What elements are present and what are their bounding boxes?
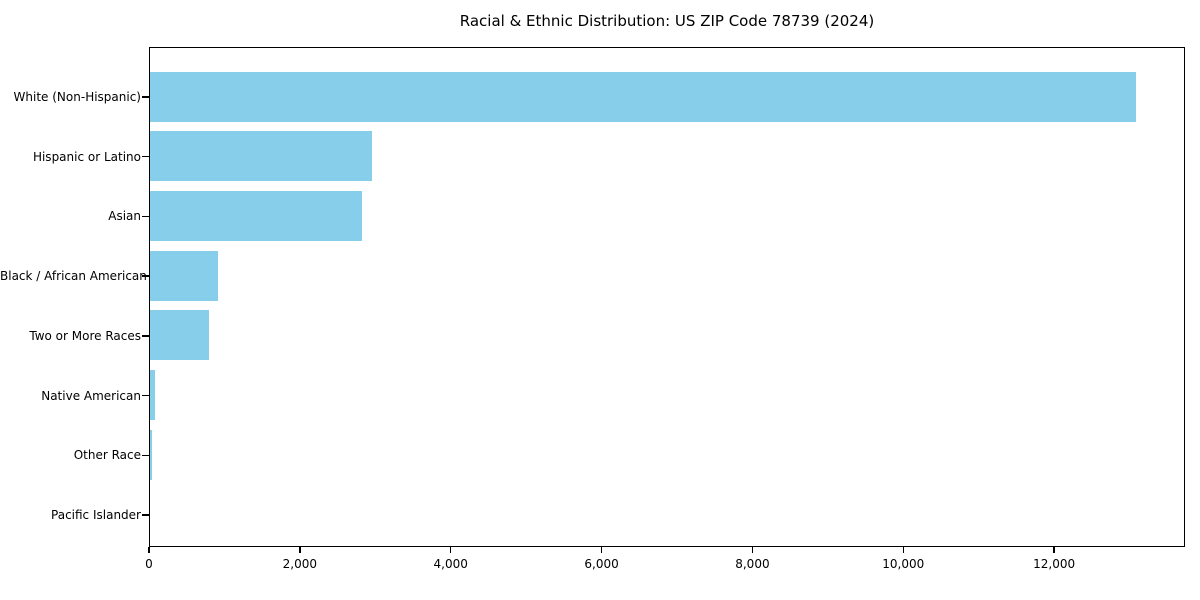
x-tick-label-8-000: 8,000 xyxy=(735,557,770,571)
bar-native-american xyxy=(150,370,155,421)
x-tick-mark xyxy=(449,547,452,553)
bar-two-or-more-races xyxy=(150,310,209,361)
y-tick-mark xyxy=(142,335,149,337)
y-tick-label-native-american: Native American xyxy=(41,388,141,403)
x-tick-label-6-000: 6,000 xyxy=(584,557,619,571)
y-tick-mark xyxy=(142,215,149,218)
x-tick-mark xyxy=(600,547,603,553)
y-tick-mark xyxy=(142,454,149,456)
y-tick-label-white-non-hispanic: White (Non-Hispanic) xyxy=(13,90,141,104)
bar-white-non-hispanic xyxy=(150,71,1137,122)
y-tick-label-pacific-islander: Pacific Islander xyxy=(51,507,141,522)
plot-area xyxy=(149,47,1185,547)
y-tick-label-hispanic-or-latino: Hispanic or Latino xyxy=(32,149,141,164)
x-tick-label-2-000: 2,000 xyxy=(282,557,318,571)
y-tick-label-asian: Asian xyxy=(108,209,141,224)
bar-asian xyxy=(150,190,362,241)
x-tick-mark xyxy=(902,547,905,553)
y-tick-mark xyxy=(142,275,149,277)
bar-other-race xyxy=(150,429,153,480)
y-tick-mark xyxy=(142,155,149,158)
x-tick-label-4-000: 4,000 xyxy=(433,557,468,571)
y-tick-mark xyxy=(142,96,149,98)
bar-black-african-american xyxy=(150,250,218,301)
chart-title: Racial & Ethnic Distribution: US ZIP Cod… xyxy=(459,12,875,30)
bar-hispanic-or-latino xyxy=(150,131,373,182)
x-tick-label-0: 0 xyxy=(145,557,153,571)
y-tick-label-two-or-more-races: Two or More Races xyxy=(29,328,141,343)
y-tick-mark xyxy=(142,514,149,516)
x-tick-label-12-000: 12,000 xyxy=(1033,557,1076,571)
x-tick-mark xyxy=(148,547,150,553)
y-tick-label-other-race: Other Race xyxy=(73,448,141,463)
x-tick-mark xyxy=(751,547,754,553)
x-tick-label-10-000: 10,000 xyxy=(882,557,925,571)
x-tick-mark xyxy=(299,547,301,553)
y-tick-mark xyxy=(142,394,149,397)
y-tick-label-black-african-american: Black / African American xyxy=(0,269,147,284)
x-tick-mark xyxy=(1053,547,1055,553)
